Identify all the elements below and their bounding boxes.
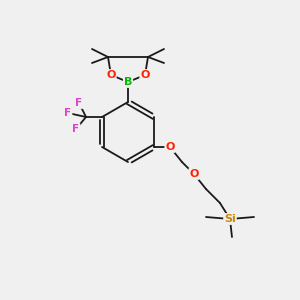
- Text: O: O: [165, 142, 175, 152]
- Text: F: F: [76, 98, 82, 108]
- Text: F: F: [73, 124, 80, 134]
- Text: O: O: [189, 169, 199, 179]
- Text: O: O: [106, 70, 116, 80]
- Text: F: F: [64, 108, 72, 118]
- Text: Si: Si: [224, 214, 236, 224]
- Text: B: B: [124, 77, 132, 87]
- Text: O: O: [140, 70, 150, 80]
